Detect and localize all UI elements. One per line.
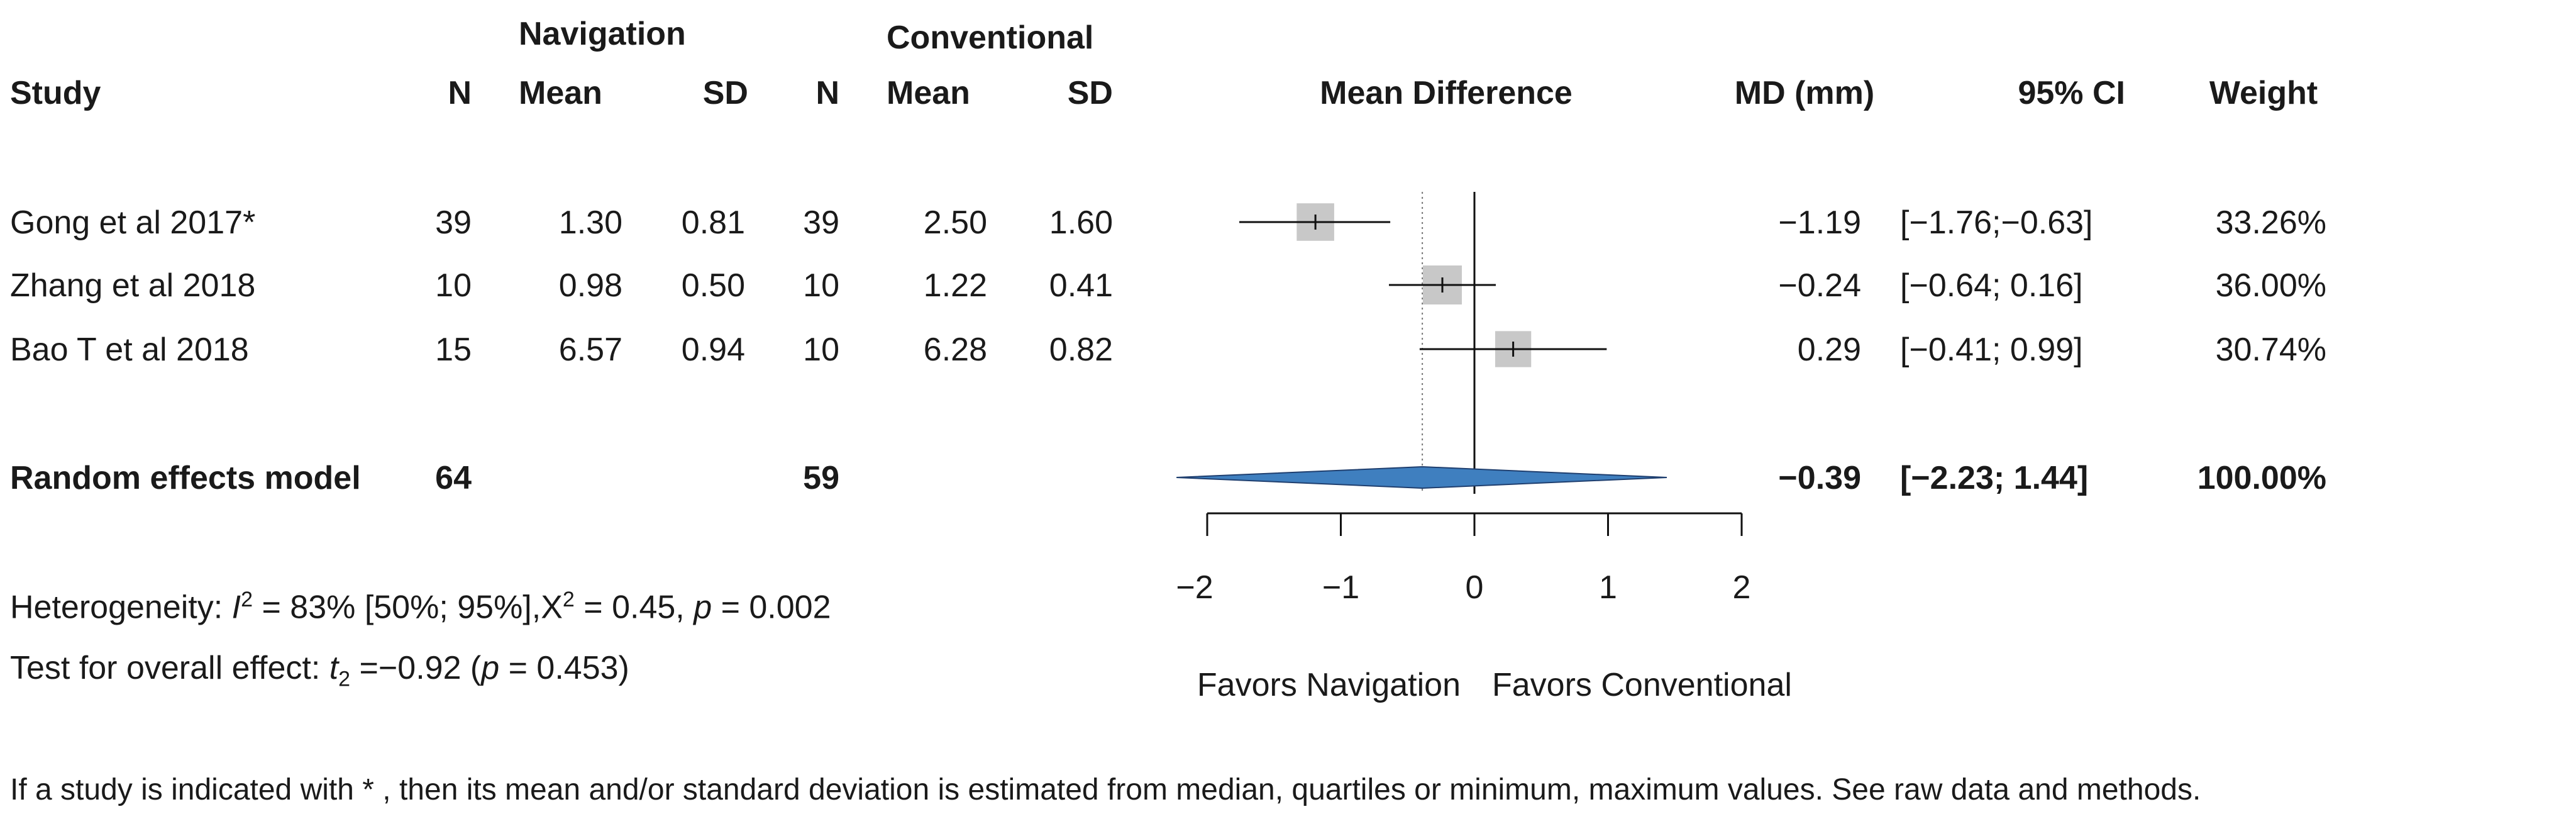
i-squared-power: 2 [241,588,253,611]
summary-n-navigation: 64 [435,460,472,496]
p-value: = 0.002 [712,589,831,626]
col-header-study: Study [10,75,101,111]
i-squared-symbol: I [231,589,241,626]
mean-navigation: 0.98 [558,267,622,304]
sd-navigation: 0.81 [681,204,745,241]
confidence-interval: [−0.64; 0.16] [1900,267,2083,304]
chi-squared-value: = 0.45, [574,589,694,626]
study-row: Gong et al 2017* 39 1.30 0.81 39 2.50 1.… [0,206,2576,250]
study-row: Bao T et al 2018 15 6.57 0.94 10 6.28 0.… [0,333,2576,377]
col-header-mean-nav: Mean [519,75,602,111]
col-header-weight: Weight [2209,75,2318,111]
col-header-mean-conv: Mean [887,75,970,111]
favors-conventional-label: Favors Conventional [1492,667,1792,703]
favors-navigation-label: Favors Navigation [1197,667,1461,703]
sd-conventional: 0.82 [1049,332,1113,368]
summary-label: Random effects model [10,460,361,496]
mean-conventional: 1.22 [923,267,987,304]
t-value: =−0.92 ( [350,650,482,686]
weight-value: 33.26% [2215,204,2326,241]
overall-effect-prefix: Test for overall effect: [10,650,329,686]
mean-difference-value: −0.24 [1778,267,1861,304]
summary-n-conventional: 59 [803,460,839,496]
chi-squared-power: 2 [562,588,575,611]
summary-ci: [−2.23; 1.44] [1900,460,2089,496]
pooled-estimate-diamond [1176,466,1667,489]
sd-conventional: 1.60 [1049,204,1113,241]
col-header-sd-nav: SD [702,75,748,111]
weight-value: 36.00% [2215,267,2326,304]
group-label-conventional: Conventional [887,20,1094,56]
weight-value: 30.74% [2215,332,2326,368]
study-row: Zhang et al 2018 10 0.98 0.50 10 1.22 0.… [0,269,2576,313]
col-header-mean-difference: Mean Difference [1320,75,1573,111]
col-header-n-conv: N [815,75,839,111]
mean-difference-value: 0.29 [1797,332,1861,368]
heterogeneity-statistic: Heterogeneity: I2 = 83% [50%; 95%],Χ2 = … [10,589,831,623]
t-symbol: t [329,650,339,686]
n-conventional: 39 [803,204,839,241]
summary-md: −0.39 [1778,460,1861,496]
p-value: = 0.453) [499,650,629,686]
study-name: Gong et al 2017* [10,204,256,241]
col-header-md: MD (mm) [1734,75,1875,111]
sd-conventional: 0.41 [1049,267,1113,304]
study-name: Bao T et al 2018 [10,332,249,368]
col-header-ci: 95% CI [2018,75,2125,111]
n-conventional: 10 [803,267,839,304]
t-subscript: 2 [338,667,351,691]
n-conventional: 10 [803,332,839,368]
overall-effect-test: Test for overall effect: t2 =−0.92 (p = … [10,652,629,689]
n-navigation: 39 [435,204,472,241]
n-navigation: 10 [435,267,472,304]
summary-weight: 100.00% [2197,460,2326,496]
col-header-n-nav: N [448,75,472,111]
mean-conventional: 6.28 [923,332,987,368]
heterogeneity-prefix: Heterogeneity: [10,589,232,626]
study-name: Zhang et al 2018 [10,267,256,304]
mean-difference-value: −1.19 [1778,204,1861,241]
x-axis-tick-label: 0 [1466,569,1484,606]
summary-row: Random effects model 64 59 −0.39 [−2.23;… [0,462,2576,506]
sd-navigation: 0.94 [681,332,745,368]
chi-squared-symbol: Χ [541,589,563,626]
i-squared-value: = 83% [50%; 95%], [253,589,541,626]
x-axis-tick-label: −2 [1176,569,1213,606]
x-axis-tick-label: −1 [1322,569,1359,606]
x-axis-tick-label: 1 [1599,569,1617,606]
sd-navigation: 0.50 [681,267,745,304]
confidence-interval: [−0.41; 0.99] [1900,332,2083,368]
mean-navigation: 6.57 [558,332,622,368]
x-axis-tick-label: 2 [1733,569,1751,606]
p-symbol: p [481,650,500,686]
col-header-sd-conv: SD [1067,75,1113,111]
confidence-interval: [−1.76;−0.63] [1900,204,2093,241]
footnote: If a study is indicated with * , then it… [10,773,2201,806]
mean-conventional: 2.50 [923,204,987,241]
p-symbol: p [694,589,712,626]
group-label-navigation: Navigation [519,16,686,52]
mean-navigation: 1.30 [558,204,622,241]
n-navigation: 15 [435,332,472,368]
